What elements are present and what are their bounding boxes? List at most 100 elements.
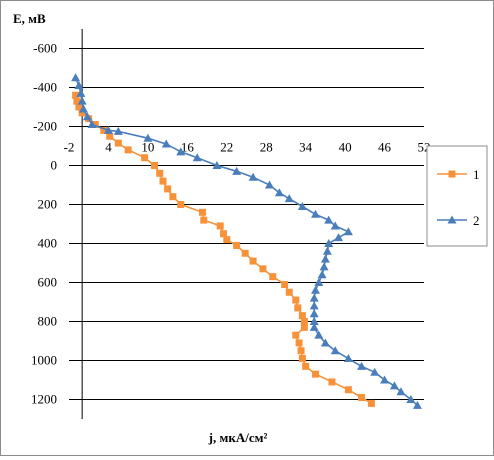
y-tick-label: 600 (38, 275, 58, 290)
data-point-square (294, 304, 302, 312)
data-point-square (100, 126, 108, 134)
x-tick-label: 4 (105, 140, 112, 155)
grid-layer (69, 48, 424, 400)
data-point-triangle (143, 133, 153, 142)
data-point-square (72, 91, 80, 99)
data-point-square (300, 323, 308, 331)
y-tick-label: -400 (33, 80, 57, 95)
data-point-square (124, 146, 132, 154)
data-point-square (177, 201, 185, 208)
data-point-square (295, 339, 303, 347)
data-point-square (150, 162, 158, 169)
data-point-square (285, 288, 293, 296)
data-point-square (106, 132, 114, 140)
data-point-square (156, 169, 164, 177)
y-tick-label: 400 (38, 236, 58, 251)
series-1 (72, 91, 375, 407)
x-axis-title: j, мкА/см² (208, 430, 268, 445)
legend-items: 12 (437, 167, 480, 228)
legend-box (426, 145, 488, 247)
y-tick-label: -200 (33, 119, 57, 134)
data-point-triangle (330, 221, 340, 230)
data-point-triangle (334, 233, 344, 242)
data-point-triangle (357, 361, 367, 370)
legend-label: 1 (473, 167, 480, 182)
data-point-triangle (78, 104, 88, 113)
data-point-square (367, 399, 375, 407)
legend-item-1: 1 (437, 167, 480, 182)
data-point-triangle (314, 330, 324, 339)
data-point-square (73, 97, 81, 105)
data-point-square (200, 216, 208, 224)
data-point-triangle (113, 126, 123, 135)
data-point-square (241, 249, 249, 257)
data-point-triangle (396, 387, 406, 396)
data-point-triangle (284, 194, 294, 203)
series-layer (71, 73, 422, 409)
x-tick-label: 40 (339, 140, 352, 155)
data-point-triangle (176, 147, 186, 156)
x-tick-label: 16 (181, 140, 195, 155)
legend-label: 2 (473, 213, 480, 228)
data-point-square (219, 230, 227, 238)
data-point-triangle (192, 153, 202, 162)
data-point-square (358, 394, 366, 402)
data-point-square (114, 139, 122, 147)
data-point-square (302, 362, 310, 370)
data-point-square (292, 331, 300, 339)
data-point-triangle (330, 346, 340, 355)
data-point-triangle (212, 161, 222, 169)
data-point-square (223, 236, 231, 244)
data-point-square (169, 193, 177, 201)
data-point-triangle (317, 270, 327, 279)
y-axis-title: E, мВ (13, 11, 46, 26)
data-point-triangle (297, 201, 307, 210)
data-point-triangle (309, 293, 319, 302)
data-point-triangle (314, 278, 324, 286)
data-point-triangle (103, 125, 113, 134)
data-point-square (328, 378, 336, 386)
data-point-triangle (447, 215, 457, 224)
y-tick-label: 200 (38, 197, 58, 212)
data-point-triangle (322, 246, 332, 255)
x-tick-label: 22 (220, 140, 233, 155)
y-tick-label: -600 (33, 41, 57, 56)
x-tick-label: 34 (299, 140, 313, 155)
axis-layer: -600 -400 -200 0 200 400 600 800 1000 1200 -2 4 10 16… (31, 29, 431, 419)
x-tick-label: 46 (378, 140, 392, 155)
data-point-square (259, 265, 267, 273)
data-point-triangle (389, 381, 399, 390)
data-point-triangle (82, 112, 92, 121)
data-point-square (269, 273, 277, 281)
y-tick-label: 1200 (31, 392, 57, 407)
data-point-square (78, 109, 86, 117)
data-point-square (216, 222, 224, 230)
data-point-square (249, 257, 257, 265)
data-point-square (344, 386, 352, 394)
data-point-triangle (87, 120, 97, 129)
data-point-triangle (309, 301, 319, 310)
data-point-triangle (248, 172, 258, 181)
data-point-triangle (406, 395, 416, 403)
data-point-triangle (324, 215, 334, 224)
y-tick-label: 0 (51, 158, 58, 173)
data-point-triangle (380, 375, 390, 384)
data-point-square (159, 177, 167, 185)
data-point-square (233, 241, 241, 249)
data-point-square (297, 347, 305, 355)
data-point-triangle (319, 262, 329, 271)
data-point-triangle (74, 81, 84, 90)
data-point-square (91, 121, 99, 129)
legend: 12 (426, 145, 488, 247)
data-point-triangle (77, 96, 87, 105)
data-point-triangle (76, 88, 86, 97)
data-point-triangle (309, 322, 319, 331)
data-point-triangle (320, 338, 330, 347)
x-tick-label: 10 (141, 140, 154, 155)
data-point-triangle (265, 180, 275, 189)
data-point-triangle (274, 188, 284, 197)
data-point-triangle (311, 209, 321, 218)
data-point-square (198, 208, 206, 216)
